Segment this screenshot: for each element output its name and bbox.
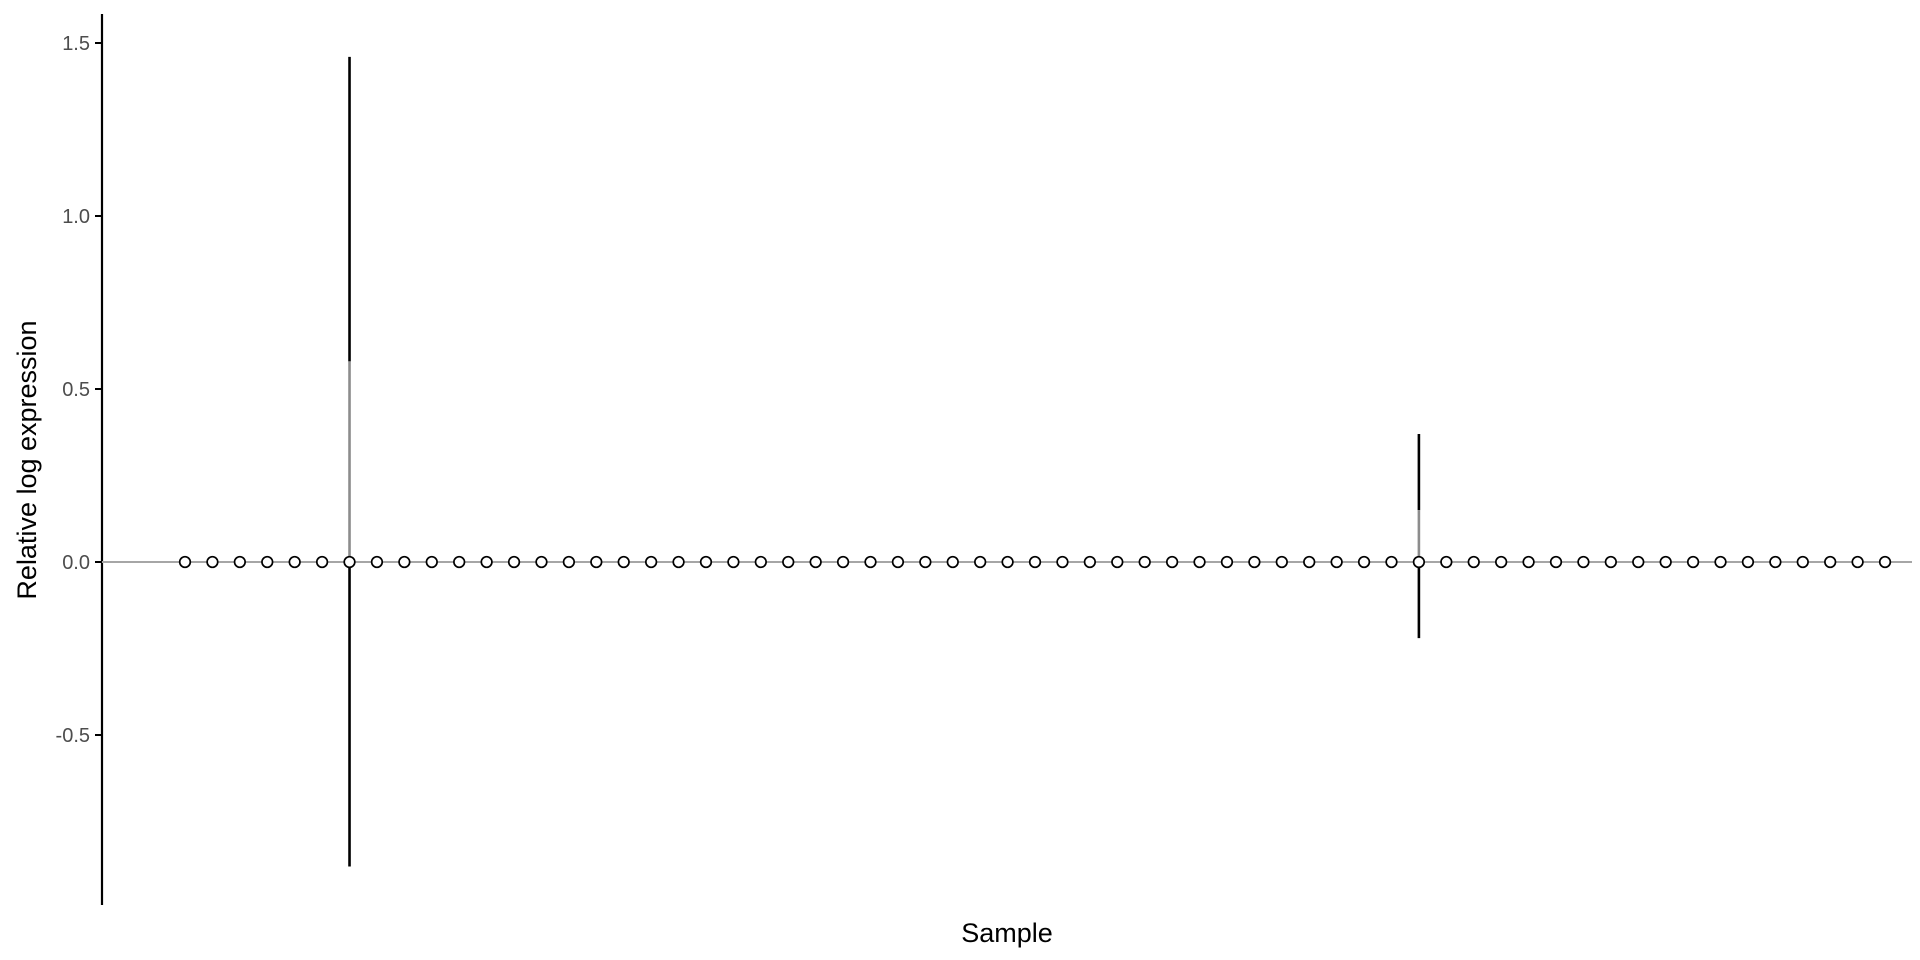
median-point	[864, 555, 877, 569]
median-point	[453, 555, 466, 569]
median-point	[754, 555, 767, 569]
median-point	[1303, 555, 1316, 569]
median-point	[644, 555, 658, 569]
median-point	[782, 555, 795, 569]
median-point	[1330, 555, 1343, 569]
median-point	[1878, 555, 1892, 569]
y-tick-label: 1.5	[62, 33, 90, 55]
median-point	[1001, 555, 1014, 569]
median-point	[1604, 555, 1617, 569]
median-point	[535, 555, 548, 569]
y-tick-label: -0.5	[56, 725, 90, 747]
x-axis-title: Sample	[961, 918, 1053, 948]
median-point	[1851, 555, 1864, 569]
median-point	[206, 555, 219, 569]
median-point	[1824, 555, 1837, 569]
median-point	[1248, 555, 1261, 569]
y-tick-label: 0.5	[62, 379, 90, 401]
whisker-segments	[348, 56, 1421, 867]
median-point	[1796, 555, 1809, 569]
median-point	[1275, 555, 1288, 569]
median-point	[1138, 555, 1151, 569]
median-point	[1056, 555, 1069, 569]
median-point	[370, 555, 384, 569]
y-tick-label: 0.0	[62, 552, 90, 574]
median-point	[836, 555, 850, 569]
median-point	[1714, 555, 1727, 569]
median-point	[1522, 555, 1535, 569]
median-point	[617, 555, 630, 569]
median-point	[1577, 555, 1590, 569]
median-point	[1741, 555, 1755, 569]
median-point	[178, 555, 192, 569]
median-point	[233, 555, 246, 569]
median-point	[699, 555, 713, 569]
y-axis-ticks: -0.5 0.0 0.5 1.0 1.5	[56, 33, 102, 747]
median-point	[480, 555, 493, 569]
median-point	[1769, 555, 1782, 569]
y-axis-title: Relative log expression	[12, 320, 42, 599]
median-point	[1083, 555, 1097, 569]
y-tick-label: 1.0	[62, 206, 90, 228]
median-point	[562, 555, 576, 569]
median-point	[1440, 555, 1453, 569]
median-point	[672, 555, 685, 569]
median-point	[1467, 555, 1480, 569]
median-point	[1412, 555, 1426, 569]
median-point	[809, 555, 822, 569]
median-point	[288, 555, 301, 569]
median-point	[1193, 555, 1206, 569]
median-point	[1385, 555, 1398, 569]
median-point	[1659, 555, 1672, 569]
median-point	[1549, 555, 1563, 569]
median-point	[891, 555, 905, 569]
median-point	[727, 555, 740, 569]
median-point	[343, 555, 356, 569]
median-point	[946, 555, 959, 569]
median-point	[398, 555, 411, 569]
median-point	[1632, 555, 1645, 569]
median-point	[1028, 555, 1042, 569]
median-point	[919, 555, 932, 569]
median-points	[178, 555, 1892, 569]
median-point	[315, 555, 329, 569]
median-point	[974, 555, 987, 569]
median-point	[507, 555, 521, 569]
median-point	[590, 555, 603, 569]
median-point	[1165, 555, 1179, 569]
median-point	[425, 555, 438, 569]
median-point	[261, 555, 274, 569]
median-point	[1686, 555, 1700, 569]
median-point	[1220, 555, 1234, 569]
median-point	[1111, 555, 1124, 569]
median-point	[1357, 555, 1371, 569]
median-point	[1495, 555, 1508, 569]
